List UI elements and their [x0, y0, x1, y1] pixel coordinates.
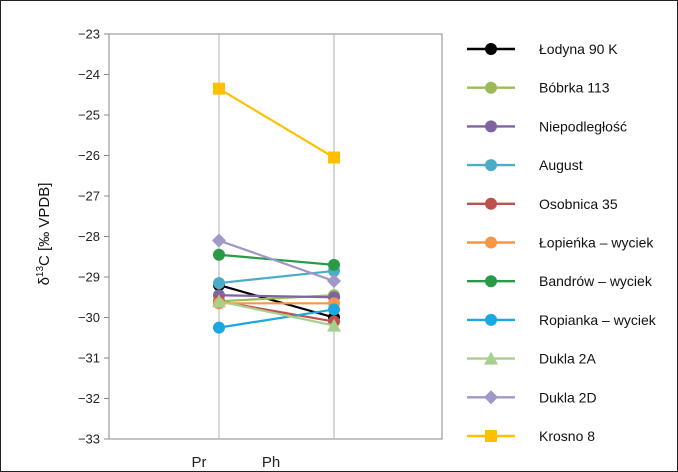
series-lines — [212, 82, 341, 334]
data-point-marker — [485, 43, 497, 55]
series-dukla-2a — [212, 294, 341, 332]
data-point-marker — [328, 258, 340, 271]
legend-item: Osobnica 35 — [467, 196, 618, 212]
data-point-marker — [328, 151, 340, 164]
data-point-marker — [485, 430, 497, 442]
x-tick-label: Pr — [192, 454, 207, 471]
svg-text:δ13C [‰ VPDB]: δ13C [‰ VPDB] — [35, 183, 53, 286]
y-tick-label: −32 — [78, 391, 100, 406]
data-point-marker — [213, 82, 225, 95]
legend-item: Bóbrka 113 — [467, 80, 610, 96]
legend-item: Łodyna 90 K — [467, 41, 618, 57]
legend-item: Niepodległość — [467, 118, 627, 134]
legend-label: Bóbrka 113 — [539, 80, 610, 96]
y-tick-label: −23 — [78, 27, 100, 42]
legend-label: Łopieńka – wyciek — [539, 235, 654, 251]
legend-label: Dukla 2D — [539, 389, 597, 405]
series-line — [218, 269, 335, 285]
series-ropianka-wyciek — [213, 303, 340, 334]
y-tick-label: −33 — [78, 432, 100, 447]
y-tick-label: −25 — [78, 108, 100, 123]
x-tick-label: Ph — [262, 454, 280, 471]
data-point-marker — [212, 294, 226, 308]
y-tick-label: −29 — [78, 270, 100, 285]
series-line — [218, 239, 335, 283]
data-point-marker — [327, 274, 341, 289]
legend-item: Dukla 2A — [467, 351, 596, 367]
plot-area-border — [108, 33, 443, 440]
y-tick-label: −26 — [78, 148, 100, 163]
legend-item: August — [467, 157, 583, 173]
y-axis-label: δ13C [‰ VPDB] — [35, 183, 53, 286]
data-point-marker — [485, 313, 497, 326]
series-line — [218, 308, 335, 329]
legend-label: Osobnica 35 — [539, 196, 618, 212]
y-axis-label-delta: δ — [36, 277, 53, 285]
legend-label: Krosno 8 — [539, 428, 595, 444]
data-point-marker — [485, 81, 497, 94]
data-point-marker — [485, 275, 497, 288]
y-axis: −23 −24 −25 −26 −27 −28 −29 −30 −31 −32 −33 — [78, 27, 109, 447]
data-point-marker — [327, 318, 341, 332]
series-line — [218, 87, 335, 159]
data-point-marker — [213, 248, 225, 261]
data-point-marker — [328, 303, 340, 316]
legend-item: Bandrów – wyciek — [467, 273, 653, 289]
series-krosno-8 — [213, 82, 340, 164]
data-point-marker — [484, 351, 498, 365]
data-point-marker — [212, 233, 226, 248]
data-point-marker — [485, 159, 497, 172]
series-line — [218, 300, 335, 327]
y-axis-label-rest: C [‰ VPDB] — [36, 183, 53, 266]
data-point-marker — [213, 277, 225, 290]
legend-label: August — [539, 157, 583, 173]
x-axis: Pr Ph — [192, 454, 281, 471]
y-tick-label: −31 — [78, 351, 100, 366]
legend-item: Dukla 2D — [467, 389, 597, 405]
legend-label: Niepodległość — [539, 118, 627, 134]
y-tick-label: −30 — [78, 310, 100, 325]
legend-label: Ropianka – wyciek — [539, 312, 657, 328]
y-axis-label-superscript: 13 — [35, 266, 46, 278]
grid-lines — [108, 33, 443, 440]
data-point-marker — [485, 197, 497, 210]
legend-label: Łodyna 90 K — [539, 41, 618, 57]
y-tick-label: −27 — [78, 189, 100, 204]
legend: Łodyna 90 K Bóbrka 113 Niepodległość August… — [467, 41, 657, 444]
legend-item: Ropianka – wyciek — [467, 312, 657, 328]
legend-label: Bandrów – wyciek — [539, 273, 653, 289]
legend-label: Dukla 2A — [539, 351, 596, 367]
series-dukla-2d — [212, 233, 341, 289]
data-point-marker — [213, 321, 225, 334]
data-point-marker — [484, 390, 498, 405]
legend-item: Łopieńka – wyciek — [467, 235, 654, 251]
y-tick-label: −24 — [78, 67, 100, 82]
legend-item: Krosno 8 — [467, 428, 595, 444]
y-tick-label: −28 — [78, 229, 100, 244]
data-point-marker — [485, 120, 497, 133]
data-point-marker — [485, 236, 497, 249]
series-line — [218, 294, 335, 299]
